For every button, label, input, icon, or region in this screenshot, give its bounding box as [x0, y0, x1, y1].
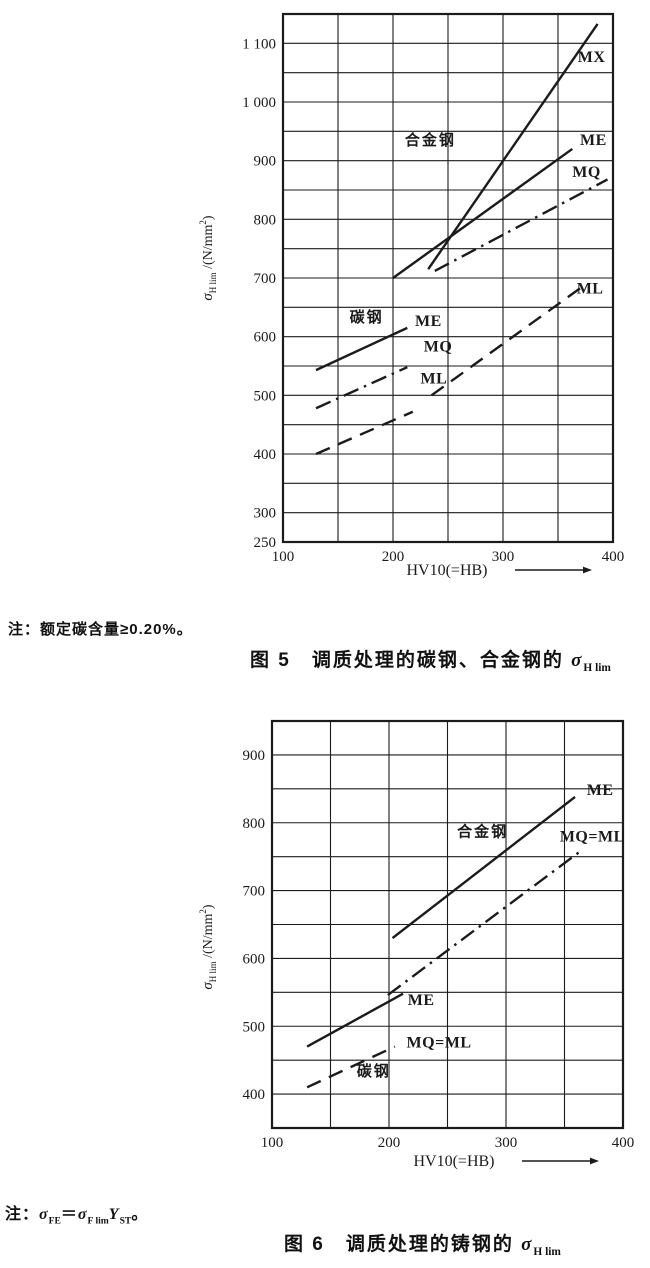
y-tick-label: 300 — [254, 506, 277, 522]
plot-border — [281, 12, 615, 544]
y-tick-label: 900 — [243, 748, 266, 764]
text-part: σ — [521, 1234, 534, 1255]
text-part: 图 5 调质处理的碳钢、合金钢的 — [250, 650, 572, 671]
x-axis-title: HV10(=HB) — [413, 1153, 494, 1170]
text-part: σ — [77, 1206, 88, 1223]
x-tick-label: 400 — [602, 549, 625, 565]
series-line-合金钢 MX — [427, 23, 599, 270]
subscript-text: FE — [48, 1215, 61, 1227]
figure5-chart: 250 300 400 500 600 700 800 900 1 000 1 100 100 200… — [198, 12, 625, 579]
y-tick-label: 600 — [243, 951, 266, 967]
y-tick-label: 400 — [243, 1087, 266, 1103]
series-label: ML — [577, 280, 604, 297]
subscript-text: H lim — [533, 1246, 561, 1259]
y-axis-title: σH lim /(N/mm2) — [198, 215, 218, 301]
grid — [282, 13, 614, 543]
material-group-label: 碳钢 — [350, 308, 384, 326]
y-tick-label: 500 — [243, 1019, 266, 1035]
text-part: ＝ — [60, 1206, 78, 1223]
y-tick-label: 800 — [243, 816, 266, 832]
series-line-合金钢 MQ — [434, 178, 609, 273]
x-axis-title: HV10(=HB) — [406, 562, 487, 579]
y-axis-tick-labels: 400 500 600 700 800 900 — [243, 748, 266, 1103]
figure6-chart: 400 500 600 700 800 900 100 200 300 400 HV10(=HB) σ… — [198, 719, 635, 1170]
series-label: MQ=ML — [560, 829, 625, 846]
text-part: 图 6 调质处理的铸钢的 — [284, 1234, 522, 1255]
series-label: ME — [587, 782, 614, 799]
series-line-合金钢 MQ=ML — [387, 851, 580, 997]
subscript-text: F lim — [87, 1215, 109, 1227]
grid — [271, 720, 624, 1129]
series-label: MQ=ML — [407, 1034, 472, 1051]
x-tick-label: 300 — [492, 549, 515, 565]
series-line-合金钢 ME — [392, 147, 574, 279]
series-line-合金钢 ML — [430, 285, 583, 397]
y-tick-label: 700 — [254, 271, 277, 287]
series-label: ME — [580, 132, 607, 149]
text-part: σ — [571, 650, 584, 671]
series-label: MQ — [424, 338, 453, 355]
x-tick-label: 200 — [382, 549, 405, 565]
series-label: MQ — [572, 164, 601, 181]
series-line-碳钢 MQ=ML — [306, 1045, 396, 1089]
material-group-label: 合金钢 — [456, 822, 508, 840]
x-axis-arrow-icon — [522, 1157, 599, 1165]
series-label: ML — [421, 371, 448, 388]
subscript-text: ST — [119, 1215, 132, 1227]
material-group-label: 碳钢 — [357, 1062, 391, 1080]
series-label: MX — [578, 49, 606, 66]
x-tick-label: 200 — [378, 1135, 401, 1151]
x-axis-tick-labels: 100 200 300 400 — [261, 1135, 635, 1151]
y-tick-label: 700 — [243, 884, 266, 900]
series-line-碳钢 MQ — [315, 366, 408, 410]
figure5-caption: 图 5 调质处理的碳钢、合金钢的 σH lim — [250, 645, 611, 674]
x-tick-label: 300 — [495, 1135, 518, 1151]
series-label: ME — [408, 992, 435, 1009]
y-tick-label: 900 — [254, 154, 277, 170]
series-line-碳钢 ME — [306, 992, 404, 1048]
series-line-碳钢 ML — [315, 410, 414, 456]
y-tick-label: 400 — [254, 447, 277, 463]
y-tick-label: 250 — [254, 535, 277, 551]
text-part: 注：额定碳含量≥0.20%。 — [8, 621, 193, 638]
figure6-note: 注：σFE＝σF limYST。 — [5, 1200, 148, 1226]
x-tick-label: 100 — [272, 549, 295, 565]
figure5-note: 注：额定碳含量≥0.20%。 — [8, 618, 193, 639]
y-tick-label: 600 — [254, 330, 277, 346]
series-line-碳钢 ME — [315, 326, 408, 372]
text-part: Y — [108, 1206, 120, 1223]
y-tick-label: 800 — [254, 212, 277, 228]
x-tick-label: 400 — [612, 1135, 635, 1151]
material-group-label: 合金钢 — [404, 131, 456, 149]
y-axis-tick-labels: 250 300 400 500 600 700 800 900 1 000 1 100 — [242, 36, 276, 551]
x-axis-arrow-icon — [515, 566, 592, 574]
y-axis-title: σH lim /(N/mm2) — [198, 904, 218, 990]
y-tick-label: 500 — [254, 388, 277, 404]
figure6-caption: 图 6 调质处理的铸钢的 σH lim — [284, 1229, 561, 1258]
text-part: 注： — [5, 1206, 40, 1223]
x-axis-tick-labels: 100 200 300 400 — [272, 549, 625, 565]
text-part: 。 — [131, 1206, 149, 1223]
y-tick-label: 1 000 — [242, 95, 276, 111]
series-label: ME — [415, 313, 442, 330]
series-line-合金钢 ME — [391, 796, 576, 940]
y-tick-label: 1 100 — [242, 36, 276, 52]
plot-border — [270, 719, 625, 1130]
subscript-text: H lim — [583, 662, 611, 675]
text-part: σ — [39, 1206, 49, 1223]
x-tick-label: 100 — [261, 1135, 284, 1151]
